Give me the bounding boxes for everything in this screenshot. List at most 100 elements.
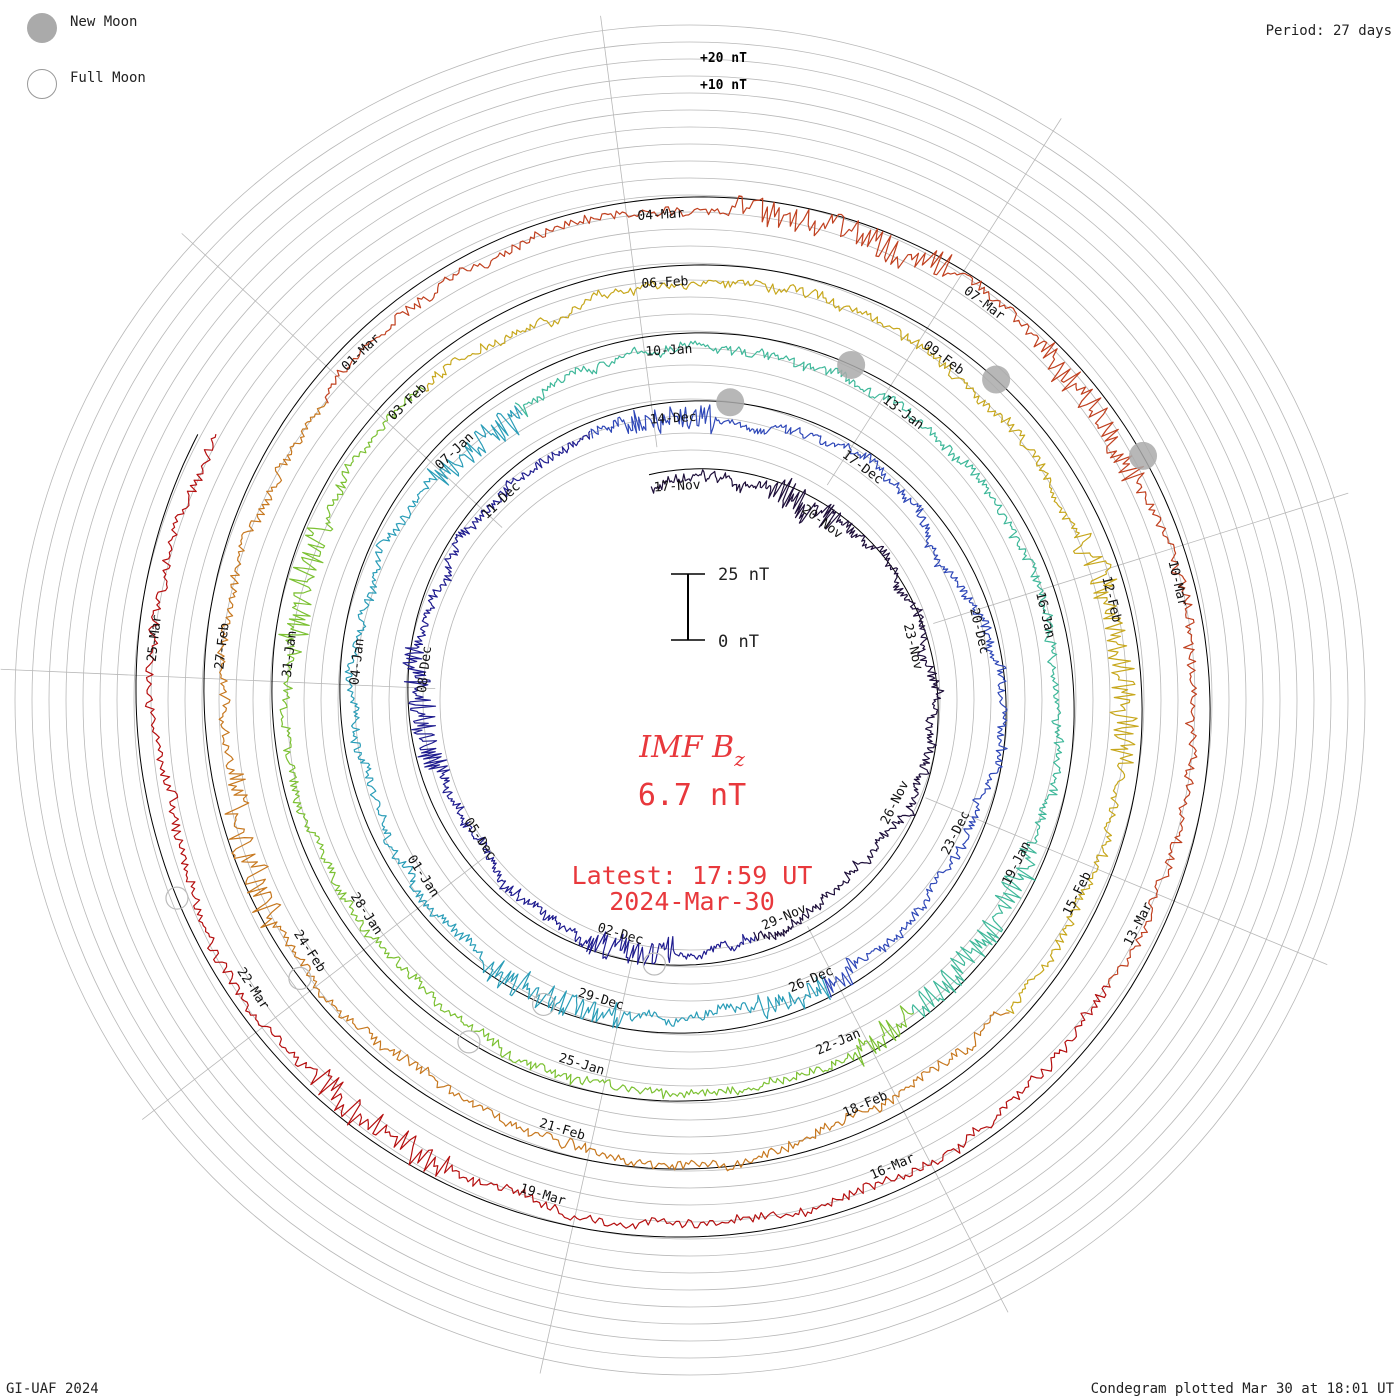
grid-circle — [218, 228, 1162, 1172]
grid-circle — [184, 194, 1196, 1206]
grid-circle — [201, 211, 1179, 1189]
grid-spoke — [181, 233, 503, 528]
date-label: 25-Mar — [145, 614, 165, 663]
full-moon-marker — [531, 992, 556, 1017]
date-label: 01-Jan — [404, 853, 442, 900]
new-moon-legend-icon — [27, 13, 57, 43]
series-line-segment-10 — [144, 433, 1111, 1230]
current-value: 6.7 nT — [638, 778, 746, 813]
new-moon-marker — [982, 365, 1011, 394]
date-label-layer: 17-Nov20-Nov23-Nov26-Nov29-Nov02-Dec05-D… — [145, 206, 1190, 1209]
date-label: 20-Dec — [966, 606, 991, 655]
date-label: 12-Feb — [1098, 575, 1124, 624]
grid-circle — [252, 262, 1128, 1138]
date-label: 17-Nov — [653, 478, 701, 496]
grid-circle — [371, 381, 1009, 1019]
new-moon-marker — [716, 388, 745, 417]
date-label: 16-Jan — [1032, 591, 1057, 640]
grid-circle — [235, 245, 1145, 1155]
date-label: 13-Mar — [1121, 900, 1156, 949]
grid-circle — [99, 109, 1281, 1291]
date-label: 10-Mar — [1164, 559, 1190, 608]
grid-circle — [337, 347, 1043, 1053]
date-label: 21-Feb — [537, 1116, 586, 1144]
credit-label: GI-UAF 2024 — [6, 1381, 99, 1397]
grid-spoke — [600, 15, 658, 448]
grid-spoke — [925, 797, 1328, 965]
zero-reference-spiral — [135, 196, 1211, 1238]
new-moon-marker — [837, 350, 866, 379]
scale-label-mid: +10 nT — [700, 78, 747, 93]
full-moon-marker — [288, 966, 312, 990]
date-label: 20-Nov — [799, 502, 846, 542]
grid-circle — [388, 398, 992, 1002]
date-label: 25-Jan — [557, 1051, 606, 1079]
grid-circle — [133, 143, 1247, 1257]
grid-circle — [320, 330, 1060, 1070]
grid-circle — [65, 75, 1315, 1325]
grid-circle — [150, 160, 1230, 1240]
plotted-timestamp: Condegram plotted Mar 30 at 18:01 UT — [1090, 1381, 1394, 1397]
series-line-segment-4 — [344, 405, 831, 1029]
full-moon-legend-icon — [27, 69, 57, 99]
grid-circle — [303, 313, 1077, 1087]
chart-title: IMF Bz — [638, 730, 745, 771]
date-label: 04-Mar — [637, 206, 685, 224]
series-line-segment-6 — [278, 386, 914, 1100]
series-line-segment-9 — [324, 195, 1198, 987]
scale-label-top: +20 nT — [700, 51, 747, 66]
full-moon-marker — [165, 886, 189, 910]
grid-circle — [439, 449, 941, 951]
series-line-segment-1 — [650, 469, 945, 942]
series-line-segment-5 — [514, 340, 1065, 1018]
latest-date: 2024-Mar-30 — [609, 887, 775, 916]
scale-bar-top-label: 25 nT — [718, 565, 769, 585]
grid-spoke — [826, 118, 1062, 486]
date-label: 01-Mar — [339, 331, 384, 374]
full-moon-marker — [642, 952, 666, 976]
grid-spoke — [933, 492, 1349, 624]
full-moon-marker — [457, 1030, 481, 1054]
date-label: 26-Nov — [878, 778, 913, 827]
scale-bar: 25 nT 0 nT — [671, 565, 769, 652]
chart-title-main: IMF B — [638, 730, 734, 765]
new-moon-marker — [1129, 441, 1158, 470]
series-layer — [144, 195, 1198, 1230]
date-label: 05-Dec — [460, 815, 498, 862]
grid-spoke — [807, 926, 1009, 1313]
new-moon-legend-label: New Moon — [70, 14, 138, 30]
date-label: 10-Jan — [645, 342, 693, 360]
date-label: 07-Jan — [432, 430, 476, 473]
grid-spoke — [539, 948, 635, 1374]
date-label: 14-Dec — [649, 410, 697, 428]
zero-reference-rings — [135, 196, 1211, 1238]
date-label: 29-Dec — [576, 986, 625, 1014]
grid-circle — [286, 296, 1094, 1104]
grid-circle — [354, 364, 1026, 1036]
date-label: 16-Mar — [868, 1151, 917, 1183]
grid-circle — [14, 24, 1366, 1376]
date-label: 03-Feb — [386, 380, 431, 423]
date-label: 26-Dec — [787, 964, 836, 996]
chart-title-subscript: z — [733, 747, 745, 771]
grid-spoke — [0, 668, 436, 690]
date-label: 08-Dec — [415, 645, 435, 693]
grid-circle — [269, 279, 1111, 1121]
date-label: 11-Dec — [479, 479, 523, 522]
date-label: 15-Feb — [1060, 869, 1095, 918]
grid-layer — [0, 15, 1366, 1376]
grid-circle — [82, 92, 1298, 1308]
date-label: 23-Dec — [939, 809, 973, 858]
series-line-segment-8 — [217, 401, 1010, 1172]
grid-circle — [405, 415, 975, 985]
date-label: 04-Jan — [347, 638, 367, 686]
full-moon-legend-label: Full Moon — [70, 70, 146, 86]
date-label: 19-Jan — [1000, 839, 1034, 888]
moon-marker-layer — [165, 350, 1158, 1054]
period-label: Period: 27 days — [1265, 23, 1392, 39]
date-label: 31-Jan — [280, 630, 300, 678]
grid-circle — [31, 41, 1349, 1359]
series-line-segment-3 — [590, 404, 1008, 998]
grid-circle — [167, 177, 1213, 1223]
